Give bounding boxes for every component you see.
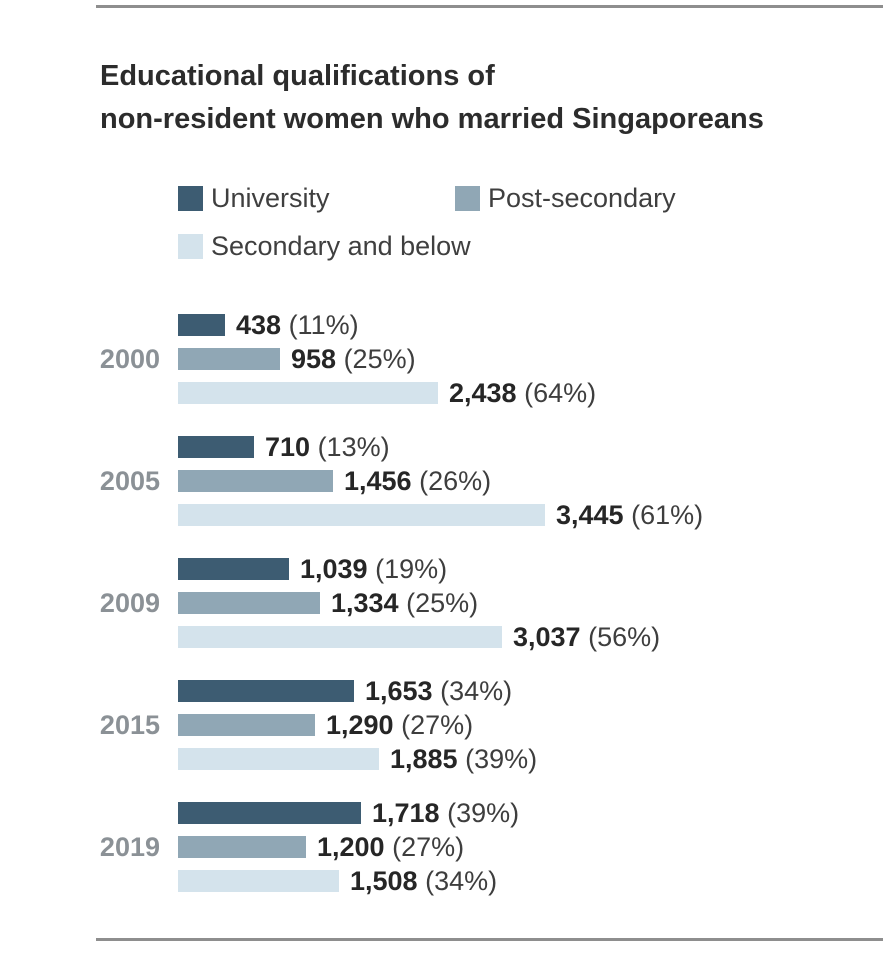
bar-row-university: 1,039 (19%) bbox=[178, 554, 883, 584]
year-label: 2005 bbox=[99, 466, 160, 496]
bar-value-label: 1,718 (39%) bbox=[372, 798, 520, 828]
bar-row-secondary-and-below: 3,037 (56%) bbox=[178, 622, 883, 652]
bar-value: 1,508 bbox=[350, 866, 418, 896]
bar-value: 1,885 bbox=[390, 744, 458, 774]
bar-value-label: 1,290 (27%) bbox=[326, 710, 474, 740]
bar-row-secondary-and-below: 2,438 (64%) bbox=[178, 378, 883, 408]
bar-group-2005: 2005 710 (13%) 1,456 (26%) 3,445 (61%) bbox=[0, 432, 883, 530]
legend-swatch-university bbox=[178, 186, 203, 211]
bar-value-label: 2,438 (64%) bbox=[449, 378, 597, 408]
bar-secondary-and-below bbox=[178, 626, 502, 648]
bar-post-secondary bbox=[178, 714, 315, 736]
bar-value-label: 438 (11%) bbox=[236, 310, 359, 340]
year-label: 2019 bbox=[99, 832, 160, 862]
bar-value-label: 1,456 (26%) bbox=[344, 466, 492, 496]
year-label: 2000 bbox=[99, 344, 160, 374]
bar-value-label: 1,508 (34%) bbox=[350, 866, 498, 896]
bar-value: 1,290 bbox=[326, 710, 394, 740]
bar-value: 438 bbox=[236, 310, 282, 340]
bar-row-secondary-and-below: 1,885 (39%) bbox=[178, 744, 883, 774]
bar-university bbox=[178, 558, 289, 580]
chart-title-line-1: Educational qualifications of bbox=[100, 60, 495, 92]
bar-group-2019: 2019 1,718 (39%) 1,200 (27%) 1,508 (34%) bbox=[0, 798, 883, 896]
bar-post-secondary bbox=[178, 836, 306, 858]
bar-value: 710 bbox=[265, 432, 311, 462]
bar-secondary-and-below bbox=[178, 504, 545, 526]
bar-value-label: 710 (13%) bbox=[265, 432, 390, 462]
bar-post-secondary bbox=[178, 470, 333, 492]
bar-row-post-secondary: 1,200 (27%) bbox=[178, 832, 883, 862]
legend-swatch-secondary-and-below bbox=[178, 234, 203, 259]
bar-value-label: 1,653 (34%) bbox=[365, 676, 513, 706]
bar-value-label: 1,039 (19%) bbox=[300, 554, 448, 584]
bar-secondary-and-below bbox=[178, 870, 339, 892]
chart-title: Educational qualifications of non-reside… bbox=[100, 55, 764, 141]
bar-value: 2,438 bbox=[449, 378, 517, 408]
bar-university bbox=[178, 314, 225, 336]
legend-label: Post-secondary bbox=[488, 183, 676, 213]
bar-row-post-secondary: 958 (25%) bbox=[178, 344, 883, 374]
bottom-divider bbox=[96, 938, 883, 941]
bar-value: 1,334 bbox=[331, 588, 399, 618]
bar-value: 3,037 bbox=[513, 622, 581, 652]
legend-label: University bbox=[211, 183, 330, 213]
legend-swatch-post-secondary bbox=[455, 186, 480, 211]
bar-value: 1,039 bbox=[300, 554, 368, 584]
legend-label: Secondary and below bbox=[211, 231, 471, 261]
bar-row-post-secondary: 1,456 (26%) bbox=[178, 466, 883, 496]
bar-group-2009: 2009 1,039 (19%) 1,334 (25%) 3,037 (56%) bbox=[0, 554, 883, 652]
bar-chart: 2000 438 (11%) 958 (25%) 2,438 (64%) 2005 710… bbox=[0, 310, 883, 924]
bar-row-post-secondary: 1,334 (25%) bbox=[178, 588, 883, 618]
bar-value-label: 958 (25%) bbox=[291, 344, 416, 374]
bar-value: 3,445 bbox=[556, 500, 624, 530]
legend: University Post-secondary Secondary and be… bbox=[178, 183, 818, 262]
bar-group-2000: 2000 438 (11%) 958 (25%) 2,438 (64%) bbox=[0, 310, 883, 408]
bar-value: 1,456 bbox=[344, 466, 412, 496]
bar-row-university: 710 (13%) bbox=[178, 432, 883, 462]
bar-post-secondary bbox=[178, 592, 320, 614]
bar-value-label: 3,037 (56%) bbox=[513, 622, 661, 652]
bar-value-label: 3,445 (61%) bbox=[556, 500, 704, 530]
bar-value-label: 1,200 (27%) bbox=[317, 832, 465, 862]
bar-secondary-and-below bbox=[178, 382, 438, 404]
bar-value-label: 1,334 (25%) bbox=[331, 588, 479, 618]
bar-value-label: 1,885 (39%) bbox=[390, 744, 538, 774]
bar-post-secondary bbox=[178, 348, 280, 370]
bar-value: 1,718 bbox=[372, 798, 440, 828]
bar-secondary-and-below bbox=[178, 748, 379, 770]
bar-row-secondary-and-below: 1,508 (34%) bbox=[178, 866, 883, 896]
bar-value: 1,200 bbox=[317, 832, 385, 862]
bar-university bbox=[178, 436, 254, 458]
year-label: 2015 bbox=[99, 710, 160, 740]
bar-value: 1,653 bbox=[365, 676, 433, 706]
legend-item-university: University bbox=[178, 183, 455, 214]
bar-university bbox=[178, 680, 354, 702]
bar-row-university: 1,653 (34%) bbox=[178, 676, 883, 706]
top-divider bbox=[96, 5, 883, 8]
year-label: 2009 bbox=[99, 588, 160, 618]
bar-group-2015: 2015 1,653 (34%) 1,290 (27%) 1,885 (39%) bbox=[0, 676, 883, 774]
legend-item-post-secondary: Post-secondary bbox=[455, 183, 676, 214]
bar-value: 958 bbox=[291, 344, 337, 374]
bar-row-post-secondary: 1,290 (27%) bbox=[178, 710, 883, 740]
bar-row-university: 438 (11%) bbox=[178, 310, 883, 340]
chart-title-line-2: non-resident women who married Singapore… bbox=[100, 103, 764, 135]
legend-item-secondary-and-below: Secondary and below bbox=[178, 231, 471, 262]
bar-row-university: 1,718 (39%) bbox=[178, 798, 883, 828]
bar-university bbox=[178, 802, 361, 824]
bar-row-secondary-and-below: 3,445 (61%) bbox=[178, 500, 883, 530]
